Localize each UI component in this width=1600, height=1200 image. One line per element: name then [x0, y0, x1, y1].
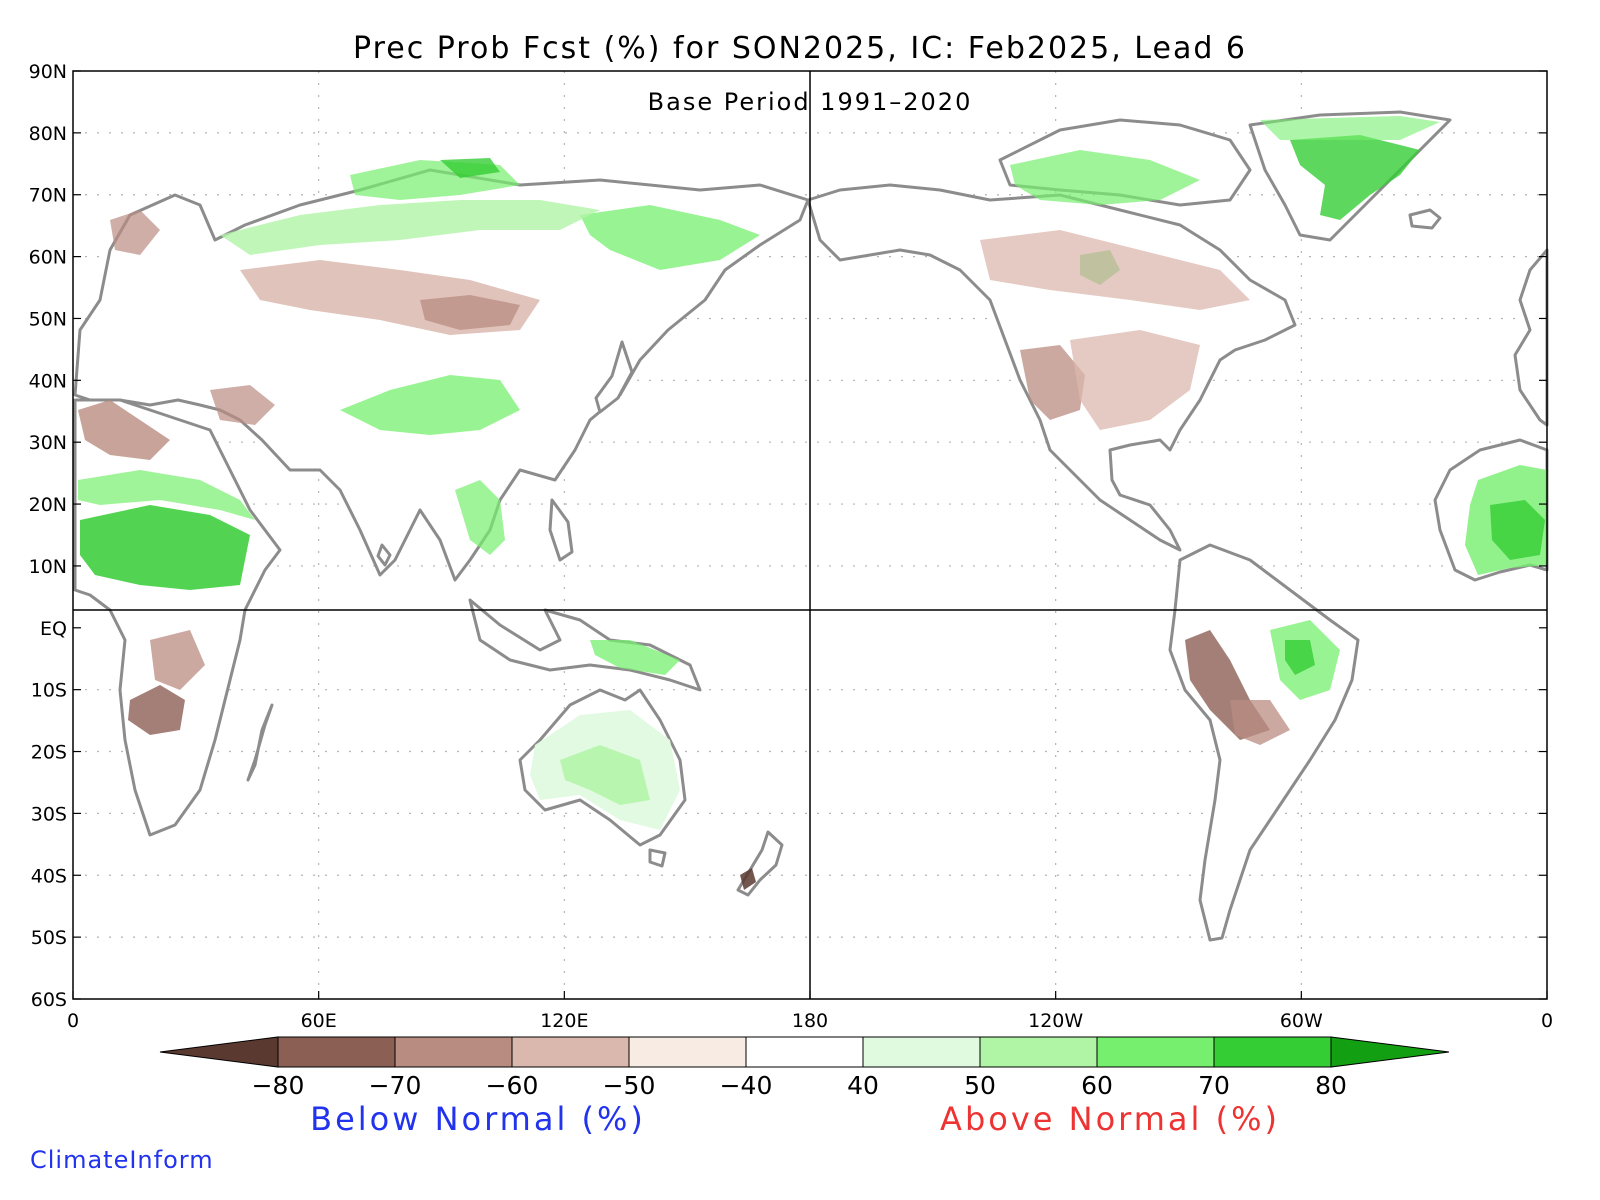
colorbar-tick-label: 70 — [1198, 1071, 1230, 1100]
lat-tick-label: EQ — [40, 618, 67, 640]
lat-tick-label: 10N — [29, 556, 67, 578]
lat-tick-label: 10S — [31, 680, 67, 702]
above-normal-label: Above Normal (%) — [940, 1100, 1280, 1138]
us-light-brown-shading — [1070, 330, 1200, 430]
middle-east-below-normal-shading — [210, 385, 275, 425]
madagascar-landmass — [246, 703, 274, 782]
scandinavia-below-normal-shading — [110, 210, 160, 255]
lon-tick-label: 120E — [540, 1010, 588, 1032]
lat-tick-label: 40S — [31, 865, 67, 887]
mongolia-below-normal-shading — [420, 295, 520, 330]
colorbar-tick-label: −50 — [603, 1071, 656, 1100]
lon-tick-label: 0 — [1541, 1010, 1553, 1032]
australia-green-patches-shading — [560, 745, 650, 805]
colorbar-tick-label: 80 — [1315, 1071, 1347, 1100]
lat-tick-label: 90N — [29, 61, 67, 83]
greenland-above-normal-shading — [1290, 135, 1420, 220]
north-africa-below-normal-shading — [78, 400, 170, 460]
philippines-landmass — [548, 498, 574, 562]
japan-landmass — [594, 340, 634, 414]
lon-tick-label: 60E — [301, 1010, 337, 1032]
lat-tick-label: 50N — [29, 308, 67, 330]
colorbar-segment — [511, 1036, 630, 1068]
west-africa-edge-dark-green-shading — [1490, 500, 1545, 560]
western-us-below-normal-shading — [1020, 345, 1085, 420]
lat-tick-label: 60N — [29, 247, 67, 269]
colorbar-tick-label: −40 — [720, 1071, 773, 1100]
lat-tick-label: 70N — [29, 185, 67, 207]
colorbar-left-arrow — [159, 1036, 279, 1068]
lon-tick-label: 0 — [67, 1010, 79, 1032]
colorbar-segment — [628, 1036, 747, 1068]
colorbar-tick-label: 60 — [1081, 1071, 1113, 1100]
colorbar-segment — [1213, 1036, 1332, 1068]
colorbar-right-arrow — [1330, 1036, 1450, 1068]
lat-tick-label: 20N — [29, 494, 67, 516]
colorbar-segment — [277, 1036, 396, 1068]
colorbar-segment — [1096, 1036, 1215, 1068]
lat-tick-label: 50S — [31, 927, 67, 949]
northern-eurasia-light-green-shading — [220, 200, 600, 255]
central-africa-below-normal-shading — [150, 630, 205, 690]
legend-colorbar: −80 −70 −60 −50 −40 40 50 60 70 80 — [159, 1036, 1450, 1100]
colorbar-tick-label: 40 — [847, 1071, 879, 1100]
greenland-light-green-shading — [1260, 116, 1440, 140]
lat-tick-label: 60S — [31, 989, 67, 1011]
canada-below-normal-shading — [980, 230, 1250, 310]
lat-tick-label: 80N — [29, 123, 67, 145]
new-zealand-below-normal-shading — [740, 868, 756, 890]
base-period-subtitle: Base Period 1991–2020 — [648, 88, 973, 116]
bolivia-below-normal-shading — [1230, 700, 1290, 745]
southeast-asia-above-normal-shading — [455, 480, 505, 555]
sahel-above-normal-shading — [80, 505, 250, 590]
below-normal-label: Below Normal (%) — [310, 1100, 646, 1138]
map-panel: Base Period 1991–2020 — [72, 70, 1549, 1000]
southern-africa-below-normal-shading — [128, 685, 185, 735]
credit-label: ClimateInform — [30, 1146, 214, 1174]
png-above-normal-shading — [590, 640, 680, 675]
colorbar-segment — [745, 1036, 864, 1068]
longitude-axis: 0 60E 120E 180 120W 60W 0 — [67, 991, 1553, 1032]
lon-tick-label: 60W — [1280, 1010, 1323, 1032]
colorbar-segment — [979, 1036, 1098, 1068]
colorbar-segment — [862, 1036, 981, 1068]
siberia-above-normal-shading — [580, 205, 760, 270]
colorbar-tick-label: −70 — [369, 1071, 422, 1100]
lat-tick-label: 20S — [31, 742, 67, 764]
taymyr-above-normal-shading — [440, 158, 500, 178]
colorbar-tick-label: −60 — [486, 1071, 539, 1100]
brazil-dark-green-shading — [1285, 640, 1315, 675]
sri-lanka-landmass — [376, 543, 392, 567]
lat-tick-label: 30N — [29, 432, 67, 454]
map-title: Prec Prob Fcst (%) for SON2025, IC: Feb2… — [353, 31, 1247, 66]
colorbar-segment — [394, 1036, 513, 1068]
canada-arctic-above-normal-shading — [1010, 150, 1200, 205]
lon-tick-label: 120W — [1028, 1010, 1083, 1032]
iceland-landmass — [1408, 208, 1442, 230]
sahel-above-normal-outer-shading — [78, 470, 255, 520]
lat-tick-label: 30S — [31, 803, 67, 825]
tibet-china-above-normal-shading — [340, 375, 520, 435]
forecast-shading — [78, 116, 1547, 890]
lon-tick-label: 180 — [792, 1010, 828, 1032]
colorbar-tick-label: −80 — [252, 1071, 305, 1100]
west-europe-edge-landmass — [1513, 248, 1549, 427]
colorbar-tick-label: 50 — [964, 1071, 996, 1100]
latitude-axis: 90N 80N 70N 60N 50N 40N 30N 20N 10N EQ 10S 20S 30S 40… — [29, 61, 1547, 1011]
tasmania-landmass — [648, 848, 667, 868]
lat-tick-label: 40N — [29, 370, 67, 392]
